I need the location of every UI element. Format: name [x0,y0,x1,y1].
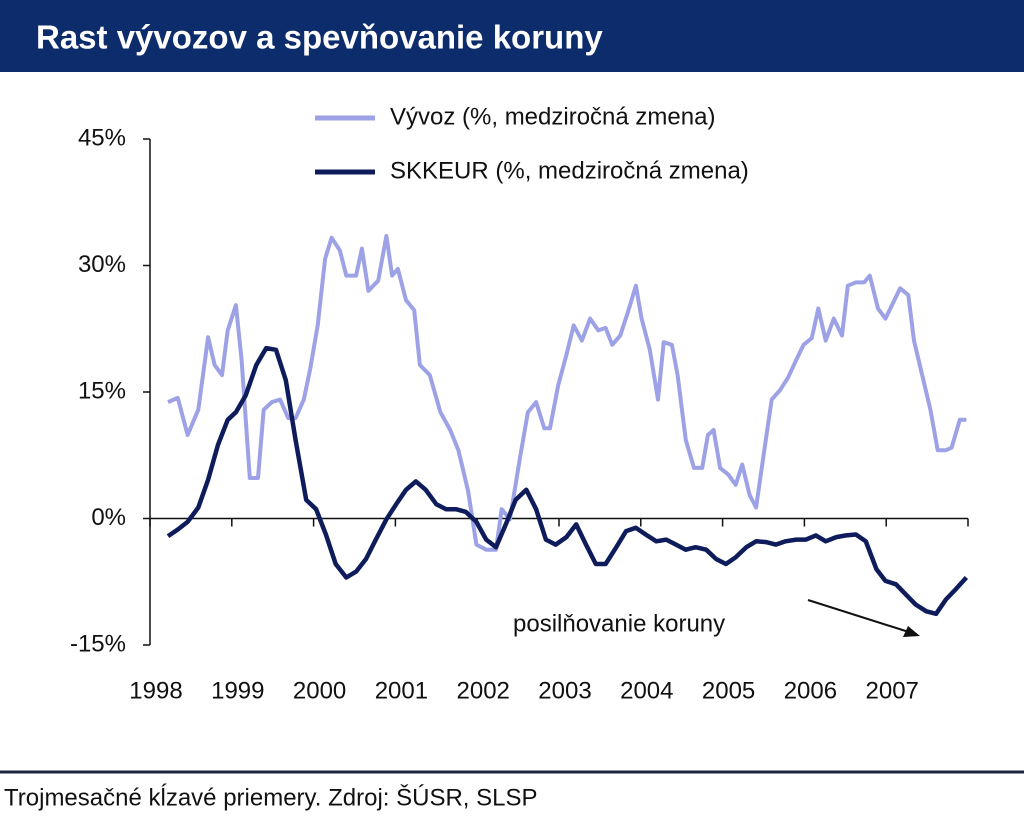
y-tick-label: 0% [91,504,126,531]
annotation: posilňovanie koruny [513,610,725,637]
arrow-head [903,626,920,637]
x-tick-label: 2007 [866,677,919,704]
x-tick-label: 2002 [457,677,510,704]
x-tick-label: 2001 [375,677,428,704]
x-tick-label: 2006 [784,677,837,704]
legend-label: SKKEUR (%, medziročná zmena) [390,157,749,184]
y-tick-label: 15% [78,377,126,404]
x-tick-label: 1998 [129,677,182,704]
y-tick-label: -15% [70,630,126,657]
x-tick-label: 2000 [293,677,346,704]
series-line [166,345,969,617]
x-tick-label: 1999 [211,677,264,704]
x-tick-label: 2005 [702,677,755,704]
chart-title: Rast vývozov a spevňovanie koruny [36,19,603,56]
legend-label: Vývoz (%, medziročná zmena) [390,103,715,130]
annotation-arrow [807,599,913,634]
title-bar [0,0,1024,72]
y-tick-label: 30% [78,251,126,278]
series-line [167,234,967,552]
x-tick-label: 2003 [538,677,591,704]
y-tick-label: 45% [78,124,126,151]
source-note: Trojmesačné kĺzavé priemery. Zdroj: ŠÚSR… [4,783,538,811]
x-tick-label: 2004 [620,677,673,704]
